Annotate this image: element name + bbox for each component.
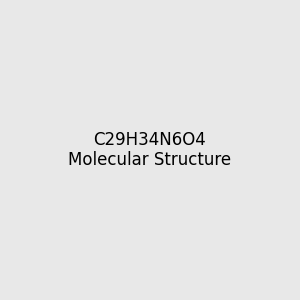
Text: C29H34N6O4
Molecular Structure: C29H34N6O4 Molecular Structure bbox=[68, 130, 232, 170]
